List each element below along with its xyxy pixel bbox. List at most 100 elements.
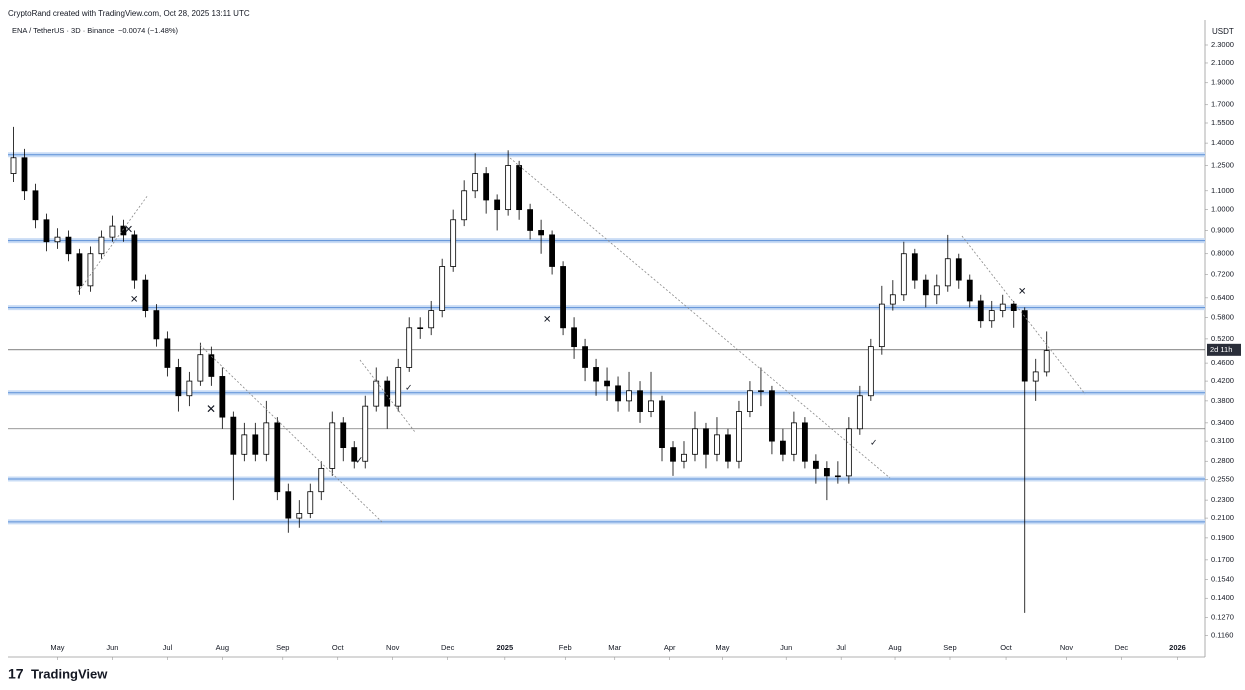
x-tick-label: Sep (276, 643, 289, 652)
candle-body (582, 346, 588, 368)
candle-body (329, 422, 336, 469)
candle-body (406, 327, 413, 368)
candle-body (21, 157, 28, 192)
y-tick-label: 1.2500 (1211, 161, 1234, 170)
y-tick-label: 2.1000 (1211, 58, 1234, 67)
x-tick-label: Sep (943, 643, 956, 652)
candle-body (340, 422, 347, 449)
candle-body (659, 400, 665, 449)
candle-body (747, 390, 753, 412)
trendlines (77, 157, 1086, 523)
y-tick-label: 0.2800 (1211, 456, 1234, 465)
candle-body (1010, 303, 1017, 311)
candle-body (230, 416, 237, 455)
candle-body (593, 367, 599, 382)
candle-body (736, 411, 742, 462)
candle-body (922, 279, 929, 296)
candle-body (571, 327, 577, 348)
candle-body (131, 234, 138, 281)
candle-body (175, 367, 182, 397)
x-tick-label: Jul (163, 643, 173, 652)
x-tick-label: Dec (1115, 643, 1129, 652)
annotation-markers: ✕ ✕ ✕ ✕ ✕ ✓ ✓ ✓ (124, 224, 1026, 467)
y-tick-label: 0.2300 (1211, 495, 1234, 504)
trendline (961, 235, 1086, 395)
x-tick-label: Nov (386, 643, 400, 652)
candle-body (834, 475, 841, 478)
y-tick-label: 0.4600 (1211, 358, 1234, 367)
candle-body (823, 468, 830, 477)
y-tick-label: 1.0000 (1211, 205, 1234, 214)
candle-body (483, 173, 490, 201)
candle-body (692, 428, 698, 455)
candle-body (977, 300, 984, 322)
candle-body (384, 380, 391, 407)
candle-body (560, 266, 566, 329)
candle-body (373, 380, 380, 407)
candle-body (54, 236, 61, 243)
y-tick-label: 0.1700 (1211, 555, 1234, 564)
y-tick-label: 0.1900 (1211, 533, 1234, 542)
y-unit: USDT (1212, 27, 1234, 36)
candle-body (472, 173, 479, 192)
y-tick-label: 0.2550 (1211, 475, 1234, 484)
candle-body (670, 447, 676, 462)
x-tick-label: 2025 (496, 643, 513, 652)
x-tick-label: Jul (836, 643, 846, 652)
candle-body (1021, 310, 1028, 382)
candle-body (527, 209, 534, 231)
candle-body (208, 354, 215, 377)
candle-body (285, 491, 292, 519)
credit: CryptoRand created with TradingView.com,… (8, 9, 250, 18)
y-tick-label: 2.3000 (1211, 40, 1234, 49)
candle-body (263, 422, 270, 455)
candle-body (911, 253, 918, 281)
candle-body (219, 376, 226, 418)
brand-name: TradingView (31, 666, 108, 681)
candle-body (758, 390, 764, 392)
candle-body (274, 422, 281, 493)
candle-body (1032, 371, 1039, 382)
candle-body (538, 230, 544, 236)
candle-body (1043, 350, 1050, 373)
candle-body (988, 310, 995, 322)
candle-body (461, 190, 468, 221)
candle-body (494, 199, 501, 211)
candle-body (10, 157, 17, 174)
candle-body (955, 258, 962, 281)
candle-body (439, 266, 446, 311)
x-tick-label: Mar (608, 643, 621, 652)
check-marker: ✓ (870, 437, 878, 447)
x-tick-label: Aug (888, 643, 901, 652)
price-change: −0.0074 (−1.48%) (118, 26, 179, 35)
candle-body (648, 400, 654, 412)
x-tick-label: Apr (664, 643, 676, 652)
x-tick-label: May (715, 643, 729, 652)
candle-body (186, 380, 193, 397)
candle-body (109, 225, 116, 238)
candle-body (791, 422, 797, 455)
candle-body (856, 395, 863, 430)
candle-body (845, 428, 852, 477)
check-marker: ✓ (405, 382, 413, 392)
y-tick-label: 0.1270 (1211, 612, 1234, 621)
x-tick-label: 2026 (1169, 643, 1186, 652)
candle-body (878, 303, 885, 348)
x-tick-label: Dec (441, 643, 455, 652)
y-tick-label: 0.2100 (1211, 513, 1234, 522)
candle-body (944, 258, 951, 287)
x-tick-label: Oct (1000, 643, 1013, 652)
x-marker: ✕ (130, 295, 138, 306)
x-marker: ✕ (206, 402, 216, 416)
candle-body (516, 165, 523, 211)
candle-body (637, 390, 643, 412)
candle-body (615, 385, 621, 402)
x-tick-label: Oct (332, 643, 345, 652)
x-tick-label: Aug (216, 643, 229, 652)
candle-body (725, 434, 731, 462)
candle-body (505, 165, 512, 211)
candle-body (867, 346, 874, 397)
candle-body (780, 440, 786, 455)
candle-body (87, 253, 94, 287)
